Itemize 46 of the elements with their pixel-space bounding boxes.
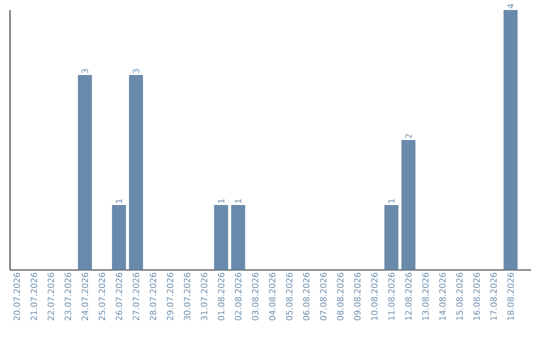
data-label: 2 <box>405 134 412 138</box>
data-label: 1 <box>388 199 394 203</box>
x-tick-label: 29.07.2026 <box>166 272 174 320</box>
x-tick-label: 07.08.2026 <box>320 272 327 320</box>
x-tick-label: 31.07.2026 <box>200 272 208 320</box>
x-tick-label: 02.08.2026 <box>234 272 242 320</box>
x-tick-label: 11.08.2026 <box>388 272 395 320</box>
data-label: 3 <box>132 69 140 74</box>
bar <box>112 205 126 270</box>
bar <box>384 205 398 270</box>
x-tick-label: 01.08.2026 <box>218 272 224 320</box>
bar <box>78 75 92 270</box>
x-tick-label: 04.08.2026 <box>269 272 276 320</box>
data-label: 1 <box>235 199 242 203</box>
x-tick-label: 30.07.2026 <box>184 272 190 320</box>
x-tick-label: 10.08.2026 <box>371 272 378 320</box>
bar <box>504 10 518 270</box>
x-tick-label: 24.07.2026 <box>82 272 88 320</box>
x-tick-label: 15.08.2026 <box>456 272 463 320</box>
x-tick-label: 09.08.2026 <box>354 272 361 320</box>
bar <box>231 205 246 270</box>
x-tick-label: 03.08.2026 <box>252 272 258 320</box>
x-tick-label: 28.07.2026 <box>150 272 156 320</box>
x-tick-label: 23.07.2026 <box>64 272 72 320</box>
x-tick-label: 12.08.2026 <box>405 272 412 320</box>
x-tick-label: 18.08.2026 <box>507 272 514 320</box>
x-tick-label: 13.08.2026 <box>422 272 429 320</box>
x-tick-label: 05.08.2026 <box>286 272 292 320</box>
bar <box>128 75 143 270</box>
data-label: 3 <box>82 69 88 74</box>
data-label: 1 <box>116 199 122 203</box>
x-tick-label: 21.07.2026 <box>30 272 38 320</box>
x-tick-label: 16.08.2026 <box>473 272 480 320</box>
x-tick-label: 25.07.2026 <box>98 272 106 320</box>
x-tick-label: 08.08.2026 <box>337 272 344 320</box>
x-tick-label: 26.07.2026 <box>116 272 122 320</box>
x-tick-label: 14.08.2026 <box>439 272 446 320</box>
x-tick-label: 06.08.2026 <box>303 272 310 320</box>
x-tick-label: 20.07.2026 <box>14 272 20 320</box>
data-label: 4 <box>507 4 514 8</box>
bar <box>401 140 416 270</box>
bar <box>214 205 228 270</box>
x-tick-label: 17.08.2026 <box>490 272 497 320</box>
data-label: 1 <box>218 199 224 203</box>
x-tick-label: 27.07.2026 <box>132 272 140 320</box>
x-tick-label: 22.07.2026 <box>48 272 54 320</box>
